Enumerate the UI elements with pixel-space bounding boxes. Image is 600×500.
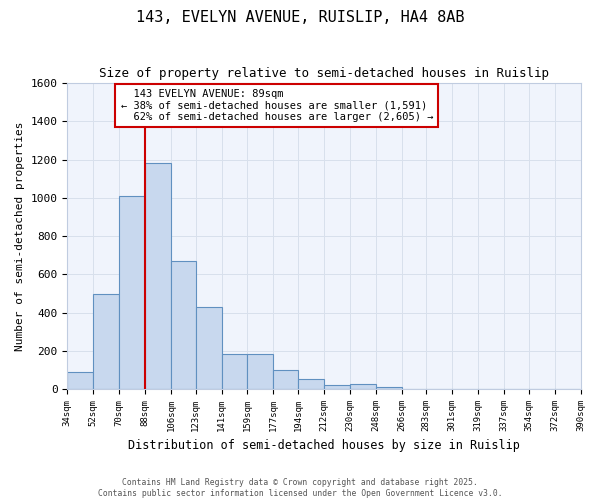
Bar	[247, 354, 274, 389]
Bar	[93, 294, 119, 389]
Bar	[274, 370, 298, 389]
Text: Contains HM Land Registry data © Crown copyright and database right 2025.
Contai: Contains HM Land Registry data © Crown c…	[98, 478, 502, 498]
Bar	[67, 372, 93, 389]
Bar	[196, 307, 221, 389]
Text: 143 EVELYN AVENUE: 89sqm
← 38% of semi-detached houses are smaller (1,591)
  62%: 143 EVELYN AVENUE: 89sqm ← 38% of semi-d…	[121, 89, 433, 122]
Bar	[298, 378, 324, 389]
X-axis label: Distribution of semi-detached houses by size in Ruislip: Distribution of semi-detached houses by …	[128, 440, 520, 452]
Bar	[324, 386, 350, 389]
Bar	[145, 164, 171, 389]
Title: Size of property relative to semi-detached houses in Ruislip: Size of property relative to semi-detach…	[99, 68, 549, 80]
Bar	[350, 384, 376, 389]
Bar	[119, 196, 145, 389]
Bar	[171, 261, 196, 389]
Y-axis label: Number of semi-detached properties: Number of semi-detached properties	[15, 122, 25, 351]
Bar	[376, 388, 402, 389]
Bar	[221, 354, 247, 389]
Text: 143, EVELYN AVENUE, RUISLIP, HA4 8AB: 143, EVELYN AVENUE, RUISLIP, HA4 8AB	[136, 10, 464, 25]
